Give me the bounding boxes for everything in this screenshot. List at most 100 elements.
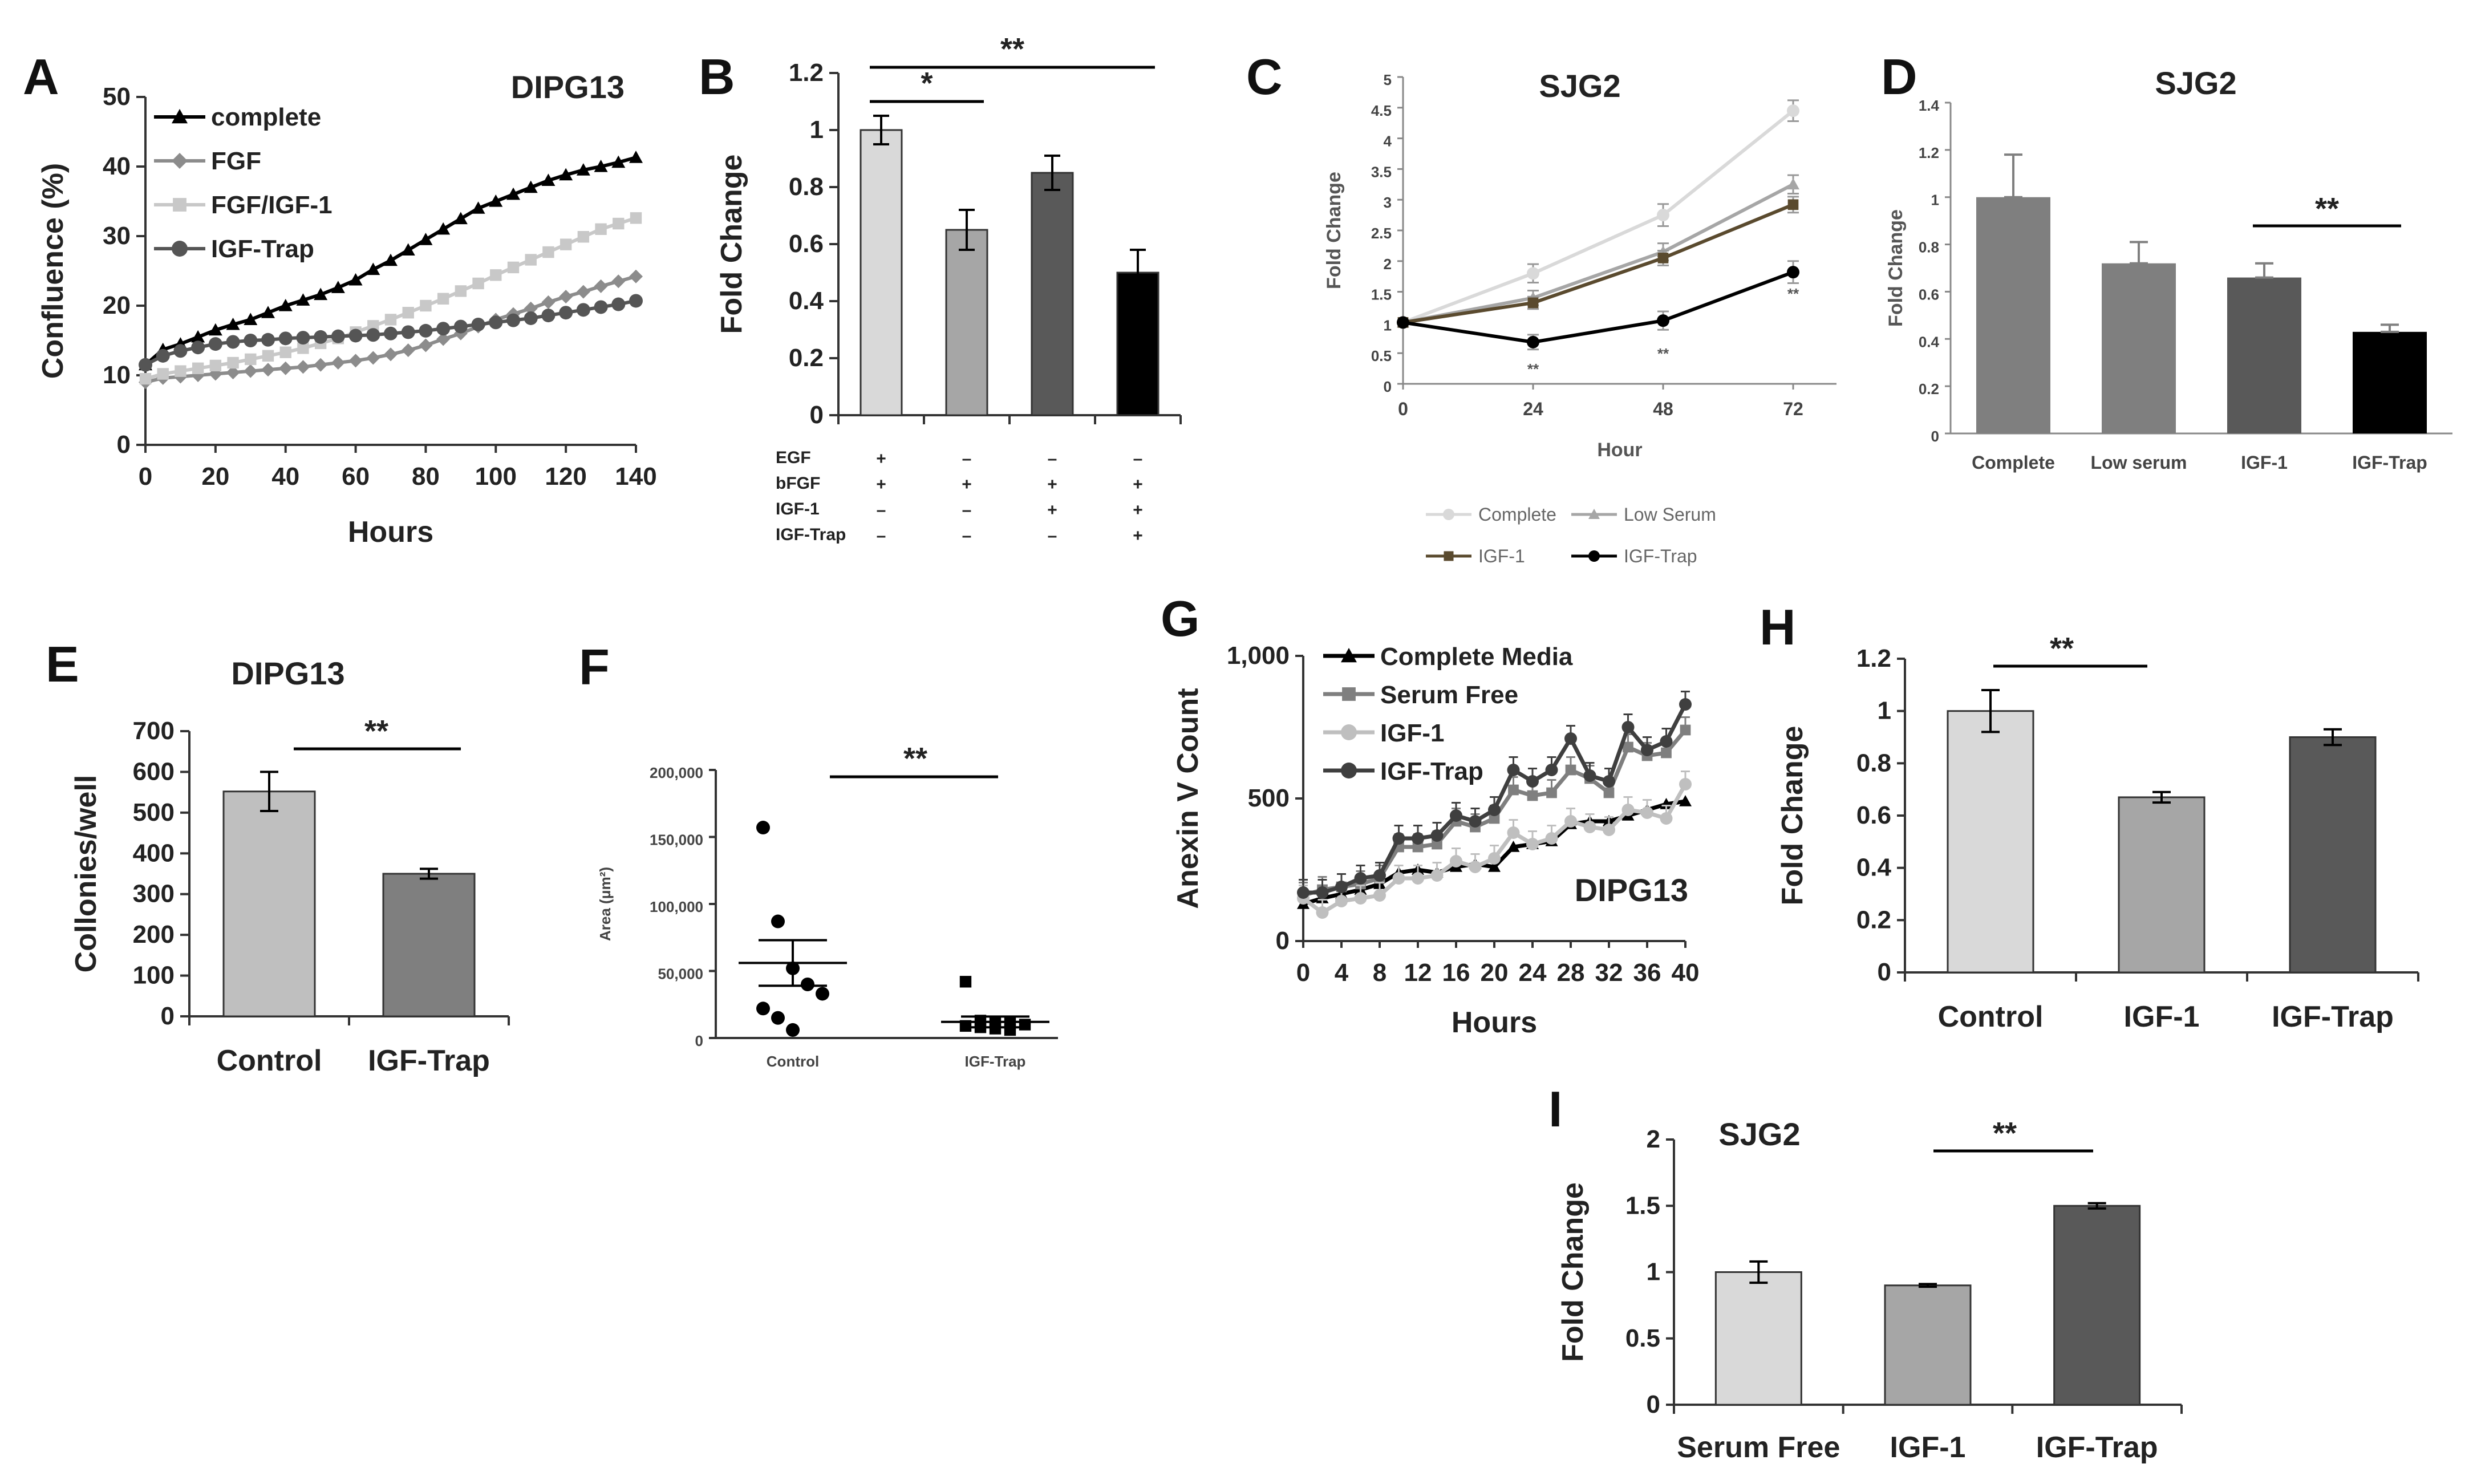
y-tick-label: 1,000 — [1227, 642, 1290, 670]
data-point — [576, 285, 590, 299]
data-point — [1657, 314, 1669, 327]
data-point — [244, 334, 258, 347]
bar-group: Serum Free — [1677, 1260, 1840, 1464]
data-point — [490, 269, 502, 281]
legend-label: Complete — [1478, 504, 1556, 525]
bar-group — [860, 115, 903, 416]
legend-label: IGF-1 — [1380, 719, 1444, 747]
data-point — [227, 356, 239, 369]
data-point — [278, 361, 293, 375]
y-tick-label: 100,000 — [650, 898, 703, 915]
y-axis-label: Fold Change — [1556, 1182, 1590, 1362]
panel-letter-h: H — [1760, 599, 1796, 655]
data-point — [1297, 886, 1310, 899]
y-tick-label: 0.2 — [1919, 380, 1939, 398]
bar-group: IGF-1 — [1884, 1283, 1972, 1464]
y-tick-label: 400 — [133, 839, 175, 867]
data-point — [756, 821, 770, 835]
data-point — [453, 212, 468, 225]
y-tick-label: 1.2 — [1856, 644, 1891, 672]
y-tick-label: 150,000 — [650, 832, 703, 849]
data-point — [1787, 266, 1799, 279]
bar — [1031, 172, 1074, 416]
bar-group: IGF-1 — [2227, 262, 2301, 473]
bar — [945, 229, 988, 416]
condition-sign: + — [1133, 526, 1143, 545]
bar-group — [1031, 155, 1074, 416]
y-tick-label: 20 — [103, 291, 131, 319]
data-point — [629, 269, 643, 283]
y-axis-label: Confluence (%) — [37, 163, 70, 379]
legend-item: Low Serum — [1571, 504, 1716, 525]
data-point — [771, 1011, 785, 1025]
panel-letter-e: E — [46, 636, 79, 692]
series-0 — [1397, 99, 1799, 329]
significance-label: ** — [1787, 285, 1799, 302]
y-axis-label: Fold Change — [1323, 172, 1345, 289]
data-point — [157, 368, 169, 380]
data-point — [786, 1023, 800, 1037]
data-point — [296, 331, 310, 345]
x-tick-label: 72 — [1783, 399, 1803, 419]
condition-sign: + — [876, 475, 886, 494]
legend-item: IGF-1 — [1426, 546, 1525, 566]
data-point — [1661, 747, 1672, 759]
data-point — [541, 309, 556, 323]
panel-h: 0 0.2 0.4 0.6 0.8 1 1.2 Fold Change Control IGF-1… — [1776, 631, 2419, 1033]
y-tick-label: 500 — [133, 798, 175, 826]
y-tick-label: 700 — [133, 717, 175, 745]
bar — [2227, 277, 2301, 433]
y-axis-label: Collonies/well — [70, 775, 103, 973]
data-point — [1488, 852, 1501, 865]
significance-bracket: * — [870, 66, 984, 103]
legend-label: Complete Media — [1380, 643, 1573, 671]
y-tick-label: 0 — [1276, 927, 1290, 955]
x-tick-label: 12 — [1404, 959, 1432, 987]
x-tick-label: Serum Free — [1677, 1431, 1840, 1464]
x-axis-label: Hours — [1452, 1006, 1537, 1039]
data-point — [471, 201, 485, 214]
bar-group: IGF-Trap — [2352, 323, 2427, 473]
data-point — [366, 351, 380, 365]
data-point — [1603, 775, 1615, 788]
data-point — [524, 180, 538, 193]
data-point — [1412, 832, 1424, 845]
significance-bracket: ** — [294, 714, 461, 751]
y-tick-label: 50,000 — [658, 966, 703, 983]
y-tick-label: 1 — [1384, 317, 1392, 334]
data-point — [226, 317, 240, 330]
data-point — [1545, 832, 1558, 845]
x-tick-label: 48 — [1653, 399, 1673, 419]
condition-sign: – — [962, 501, 972, 520]
chart-title: SJG2 — [1539, 68, 1620, 104]
y-tick-label: 0.2 — [1856, 906, 1891, 934]
data-point — [1787, 104, 1799, 117]
legend-marker — [172, 153, 188, 169]
x-tick-label: Control — [767, 1053, 819, 1070]
data-point — [226, 366, 240, 380]
data-point — [1469, 815, 1482, 828]
bar — [1976, 197, 2050, 433]
significance-label: ** — [2050, 631, 2074, 666]
significance-label: ** — [903, 741, 927, 776]
bar-group: Complete — [1972, 153, 2055, 473]
data-point — [1004, 1024, 1016, 1036]
y-tick-label: 1.2 — [789, 59, 824, 87]
x-tick-label: Low serum — [2091, 452, 2187, 473]
bar-group: IGF-Trap — [2272, 728, 2394, 1033]
x-tick-label: IGF-Trap — [2036, 1431, 2158, 1464]
legend-label: IGF-Trap — [211, 235, 314, 263]
data-point — [611, 274, 626, 289]
y-tick-label: 0 — [810, 401, 824, 429]
data-point — [611, 155, 626, 168]
data-point — [1450, 809, 1462, 822]
data-point — [1489, 813, 1500, 824]
legend-marker — [1341, 763, 1357, 779]
data-point — [1527, 267, 1539, 280]
y-tick-label: 1.5 — [1625, 1191, 1660, 1219]
legend-marker — [1588, 509, 1600, 519]
legend-item: IGF-Trap — [1571, 546, 1697, 566]
y-tick-label: 40 — [103, 152, 131, 180]
